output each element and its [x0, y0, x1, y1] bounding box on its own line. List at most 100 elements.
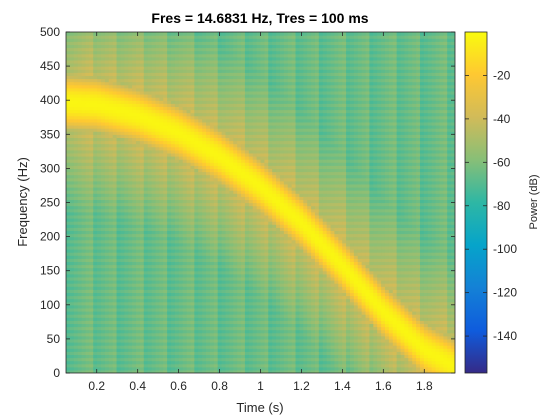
heatmap-cell [182, 174, 188, 179]
heatmap-cell [81, 233, 87, 238]
heatmap-cell [163, 125, 168, 129]
heatmap-cell [132, 168, 137, 173]
heatmap-cell [120, 218, 125, 222]
heatmap-cell [77, 208, 83, 213]
heatmap-cell [139, 140, 145, 145]
heatmap-cell [73, 369, 79, 373]
heatmap-cell [143, 156, 149, 160]
heatmap-cell [155, 44, 160, 49]
heatmap-cell [206, 100, 211, 104]
heatmap-cell [128, 295, 133, 300]
heatmap-cell [89, 41, 94, 45]
heatmap-cell [155, 280, 160, 284]
heatmap-cell [217, 236, 223, 241]
heatmap-cell [112, 41, 118, 45]
heatmap-cell [217, 335, 223, 340]
heatmap-cell [167, 280, 172, 284]
heatmap-cell [128, 63, 133, 67]
heatmap-cell [206, 53, 211, 58]
heatmap-cell [202, 338, 207, 343]
heatmap-cell [159, 32, 164, 36]
heatmap-cell [198, 351, 203, 355]
heatmap-cell [213, 75, 219, 80]
heatmap-cell [120, 270, 125, 275]
heatmap-cell [167, 193, 172, 197]
heatmap-cell [209, 193, 215, 197]
heatmap-cell [167, 227, 172, 231]
heatmap-cell [155, 69, 160, 73]
heatmap-cell [85, 326, 90, 331]
heatmap-cell [198, 252, 203, 256]
heatmap-cell [128, 366, 133, 371]
heatmap-cell [151, 354, 157, 359]
heatmap-cell [77, 131, 83, 135]
heatmap-cell [116, 193, 122, 197]
heatmap-cell [198, 214, 203, 219]
heatmap-cell [194, 59, 199, 64]
heatmap-cell [186, 224, 192, 228]
heatmap-cell [108, 227, 114, 231]
heatmap-cell [167, 69, 172, 73]
heatmap-cell [97, 214, 102, 219]
heatmap-cell [163, 218, 168, 222]
heatmap-cell [132, 183, 137, 188]
heatmap-cell [69, 165, 75, 169]
heatmap-cell [101, 348, 106, 352]
heatmap-cell [167, 332, 172, 337]
heatmap-cell [217, 149, 223, 154]
heatmap-cell [202, 252, 207, 256]
heatmap-cell [167, 44, 172, 49]
heatmap-cell [124, 44, 129, 49]
heatmap-cell [151, 168, 157, 173]
heatmap-cell [186, 230, 192, 235]
heatmap-cell [182, 298, 188, 303]
heatmap-cell [101, 366, 106, 371]
heatmap-cell [66, 193, 71, 197]
heatmap-cell [97, 156, 102, 160]
heatmap-cell [112, 326, 118, 331]
heatmap-cell [174, 286, 180, 290]
heatmap-cell [85, 128, 90, 132]
heatmap-cell [186, 35, 192, 39]
heatmap-cell [190, 32, 195, 36]
heatmap-cell [132, 190, 137, 194]
heatmap-cell [163, 239, 168, 244]
heatmap-cell [182, 252, 188, 256]
heatmap-cell [120, 301, 125, 306]
heatmap-cell [171, 211, 176, 216]
heatmap-cell [167, 218, 172, 222]
heatmap-cell [104, 177, 110, 182]
heatmap-cell [104, 121, 110, 126]
heatmap-cell [132, 38, 137, 42]
heatmap-cell [202, 69, 207, 73]
heatmap-cell [186, 193, 192, 197]
heatmap-cell [97, 264, 102, 269]
heatmap-cell [93, 177, 98, 182]
heatmap-cell [171, 134, 176, 138]
heatmap-cell [136, 320, 141, 324]
heatmap-cell [174, 97, 180, 101]
heatmap-cell [93, 41, 98, 45]
heatmap-cell [194, 165, 199, 169]
heatmap-cell [182, 239, 188, 244]
heatmap-cell [128, 307, 133, 312]
heatmap-cell [206, 230, 211, 235]
heatmap-cell [209, 174, 215, 179]
heatmap-cell [209, 38, 215, 42]
heatmap-cell [81, 335, 87, 340]
heatmap-cell [213, 121, 219, 126]
heatmap-cell [163, 323, 168, 328]
heatmap-cell [73, 137, 79, 142]
heatmap-cell [85, 292, 90, 297]
heatmap-cell [108, 221, 114, 225]
heatmap-cell [108, 69, 114, 73]
heatmap-cell [190, 125, 195, 129]
heatmap-cell [159, 81, 164, 86]
heatmap-cell [66, 239, 71, 244]
heatmap-cell [139, 252, 145, 256]
heatmap-cell [147, 50, 153, 55]
heatmap-cell [66, 75, 71, 80]
heatmap-cell [77, 357, 83, 362]
heatmap-cell [104, 335, 110, 340]
heatmap-cell [155, 81, 160, 86]
